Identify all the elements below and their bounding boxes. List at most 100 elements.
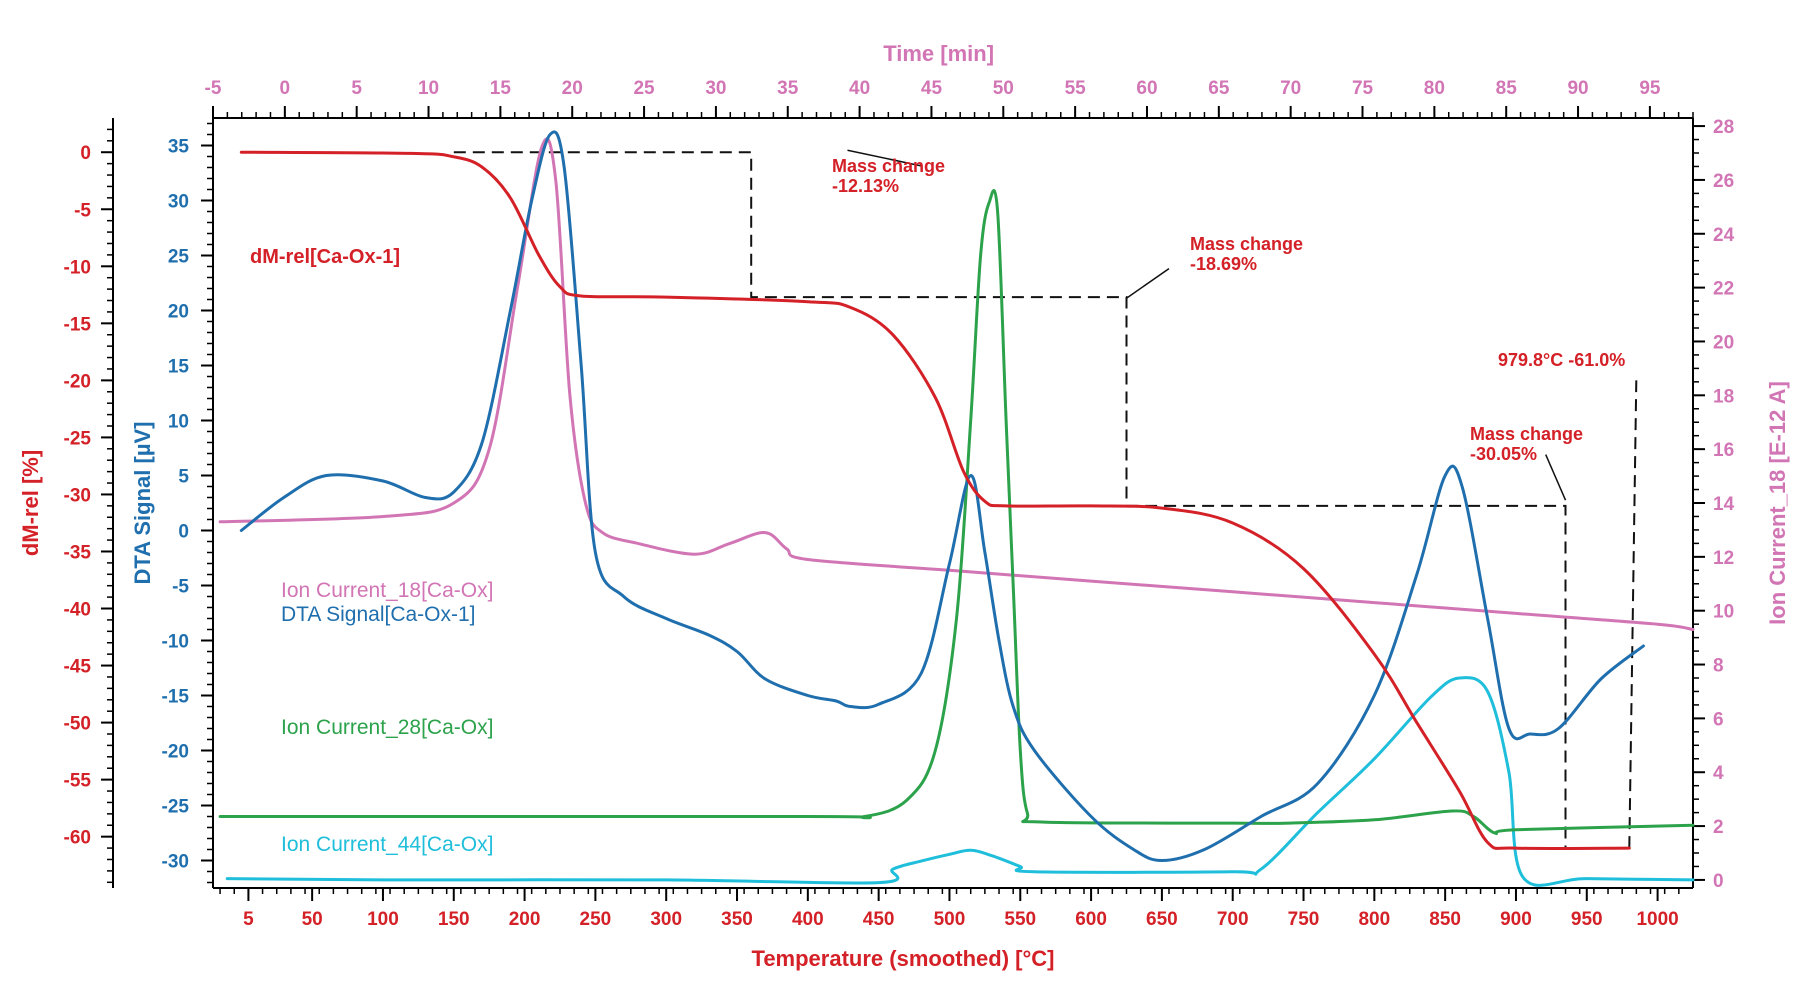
x-tick-label: 50 xyxy=(302,909,323,930)
series-line-ion-current-44-ca-ox xyxy=(225,676,1695,887)
dta-tick-label: 0 xyxy=(178,522,189,543)
right-axis-title: Ion Current_18 [E-12 A] xyxy=(1765,381,1790,625)
right-tick-label: 22 xyxy=(1713,279,1734,300)
dta-axis-title: DTA Signal [µV] xyxy=(130,421,155,584)
dm-tick-label: -60 xyxy=(64,828,91,849)
x-tick-label: 650 xyxy=(1146,909,1178,930)
right-tick-label: 20 xyxy=(1713,332,1734,353)
top-tick-label: 40 xyxy=(849,78,870,99)
mass-change-step-line xyxy=(453,151,1567,849)
top-tick-label: 85 xyxy=(1496,78,1518,99)
label-ion-current-44: Ion Current_44[Ca-Ox] xyxy=(281,833,493,856)
top-tick-label: 30 xyxy=(705,78,726,99)
x-tick-label: 350 xyxy=(721,909,753,930)
x-tick-label: 550 xyxy=(1004,909,1036,930)
dm-tick-label: -20 xyxy=(64,371,91,392)
label-dta-signal: DTA Signal[Ca-Ox-1] xyxy=(281,603,476,626)
x-axis-title: Temperature (smoothed) [°C] xyxy=(752,946,1055,971)
x-tick-label: 950 xyxy=(1571,909,1603,930)
top-tick-label: 80 xyxy=(1424,78,1445,99)
dm-tick-label: 0 xyxy=(80,143,91,164)
x-tick-label: 700 xyxy=(1217,909,1249,930)
annotation-leader-line xyxy=(1545,454,1567,501)
top-tick-label: 20 xyxy=(562,78,583,99)
x-tick-label: 500 xyxy=(934,909,966,930)
mass-change-step-lines xyxy=(453,149,1638,849)
top-tick-label: 25 xyxy=(633,78,655,99)
top-tick-label: 65 xyxy=(1208,78,1230,99)
series-line-dm-rel-ca-ox-1 xyxy=(239,150,1631,850)
dta-tick-label: -10 xyxy=(162,632,189,653)
right-tick-label: 24 xyxy=(1713,225,1735,246)
x-tick-label: 800 xyxy=(1358,909,1390,930)
dta-tick-label: 35 xyxy=(168,137,190,158)
right-tick-label: 10 xyxy=(1713,602,1734,623)
x-tick-label: 150 xyxy=(438,909,470,930)
top-tick-label: 15 xyxy=(490,78,512,99)
series-line-dta-signal-ca-ox-1 xyxy=(239,130,1645,862)
dm-tick-label: -50 xyxy=(64,714,91,735)
x-tick-label: 450 xyxy=(863,909,895,930)
annotation-mass-change-3-value: -30.05% xyxy=(1470,444,1537,464)
top-tick-label: 55 xyxy=(1065,78,1087,99)
x-tick-label: 400 xyxy=(792,909,824,930)
right-tick-label: 2 xyxy=(1713,817,1724,838)
dta-tick-label: 5 xyxy=(178,467,189,488)
right-tick-label: 14 xyxy=(1713,494,1735,515)
x-tick-label: 600 xyxy=(1075,909,1107,930)
dm-tick-label: -35 xyxy=(64,542,92,563)
top-tick-label: 95 xyxy=(1639,78,1661,99)
series-line-ion-current-28-ca-ox xyxy=(218,188,1695,836)
dta-tick-label: 10 xyxy=(168,412,189,433)
dm-tick-label: -5 xyxy=(74,200,91,221)
top-tick-label: 60 xyxy=(1136,78,1157,99)
top-tick-label: 5 xyxy=(351,78,362,99)
top-tick-label: 50 xyxy=(993,78,1014,99)
right-tick-label: 6 xyxy=(1713,709,1724,730)
dm-axis-title: dM-rel [%] xyxy=(18,450,43,556)
annotation-leader-line xyxy=(1126,267,1170,299)
annotation-mass-change-1-value: -12.13% xyxy=(832,176,899,196)
dm-tick-label: -45 xyxy=(64,657,92,678)
label-ion-current-28: Ion Current_28[Ca-Ox] xyxy=(281,716,493,739)
dm-tick-label: -40 xyxy=(64,600,91,621)
dta-tick-label: 25 xyxy=(168,247,190,268)
x-tick-label: 250 xyxy=(580,909,612,930)
top-tick-label: 0 xyxy=(280,78,291,99)
x-tick-label: 750 xyxy=(1288,909,1320,930)
top-tick-label: 45 xyxy=(921,78,943,99)
top-tick-label: 35 xyxy=(777,78,799,99)
axes-group xyxy=(101,106,1705,901)
right-tick-label: 26 xyxy=(1713,171,1734,192)
mass-change-step-line xyxy=(1628,380,1638,849)
series-line-ion-current-18-ca-ox xyxy=(218,137,1695,631)
dta-tick-label: -25 xyxy=(162,797,190,818)
top-axis-title: Time [min] xyxy=(883,41,994,66)
label-dm-rel: dM-rel[Ca-Ox-1] xyxy=(250,246,400,268)
dm-tick-label: -55 xyxy=(64,771,92,792)
x-tick-label: 5 xyxy=(243,909,254,930)
right-tick-label: 28 xyxy=(1713,117,1734,138)
x-tick-label: 850 xyxy=(1429,909,1461,930)
dm-tick-label: -25 xyxy=(64,428,92,449)
series-group xyxy=(218,130,1695,887)
top-tick-label: 10 xyxy=(418,78,439,99)
right-tick-label: 0 xyxy=(1713,871,1724,892)
x-tick-label: 100 xyxy=(367,909,399,930)
annotation-end-point: 979.8°C -61.0% xyxy=(1498,350,1625,370)
dm-tick-label: -10 xyxy=(64,257,91,278)
right-tick-label: 4 xyxy=(1713,763,1724,784)
dta-tick-label: -30 xyxy=(162,852,189,873)
annotation-mass-change-2: Mass change xyxy=(1190,234,1303,254)
dm-tick-label: -15 xyxy=(64,314,92,335)
annotation-mass-change-1: Mass change xyxy=(832,156,945,176)
right-tick-label: 18 xyxy=(1713,386,1734,407)
dta-tick-label: 15 xyxy=(168,357,190,378)
top-tick-label: 70 xyxy=(1280,78,1301,99)
x-tick-label: 200 xyxy=(509,909,541,930)
dta-tick-label: -5 xyxy=(172,577,189,598)
x-tick-label: 900 xyxy=(1500,909,1532,930)
x-tick-label: 300 xyxy=(650,909,682,930)
top-tick-label: -5 xyxy=(205,78,222,99)
